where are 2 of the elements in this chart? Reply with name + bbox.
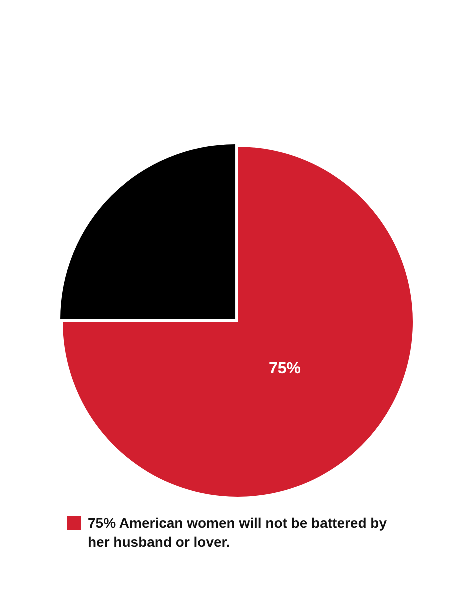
data-label: 75% <box>269 360 302 378</box>
legend-label: 75% American women will not be battered by her husband or lover. <box>88 514 388 552</box>
